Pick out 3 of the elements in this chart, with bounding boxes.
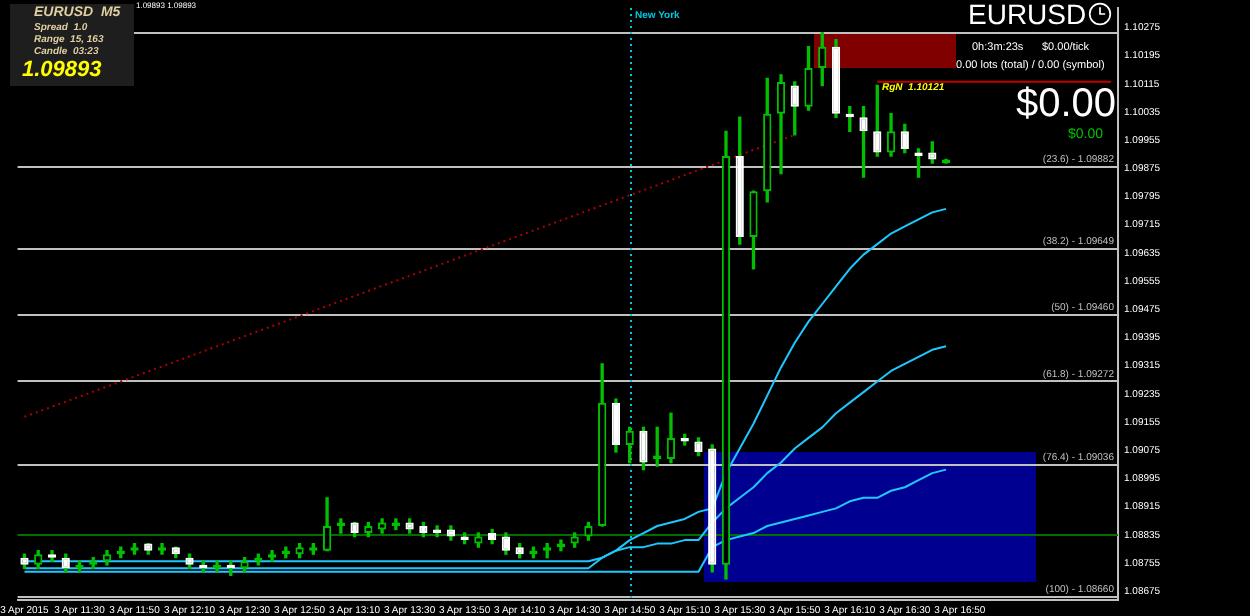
- annotation: EURUSD: [968, 0, 1087, 30]
- annotation: $0.00: [1016, 82, 1117, 126]
- annotation: 1.09893: [22, 58, 102, 82]
